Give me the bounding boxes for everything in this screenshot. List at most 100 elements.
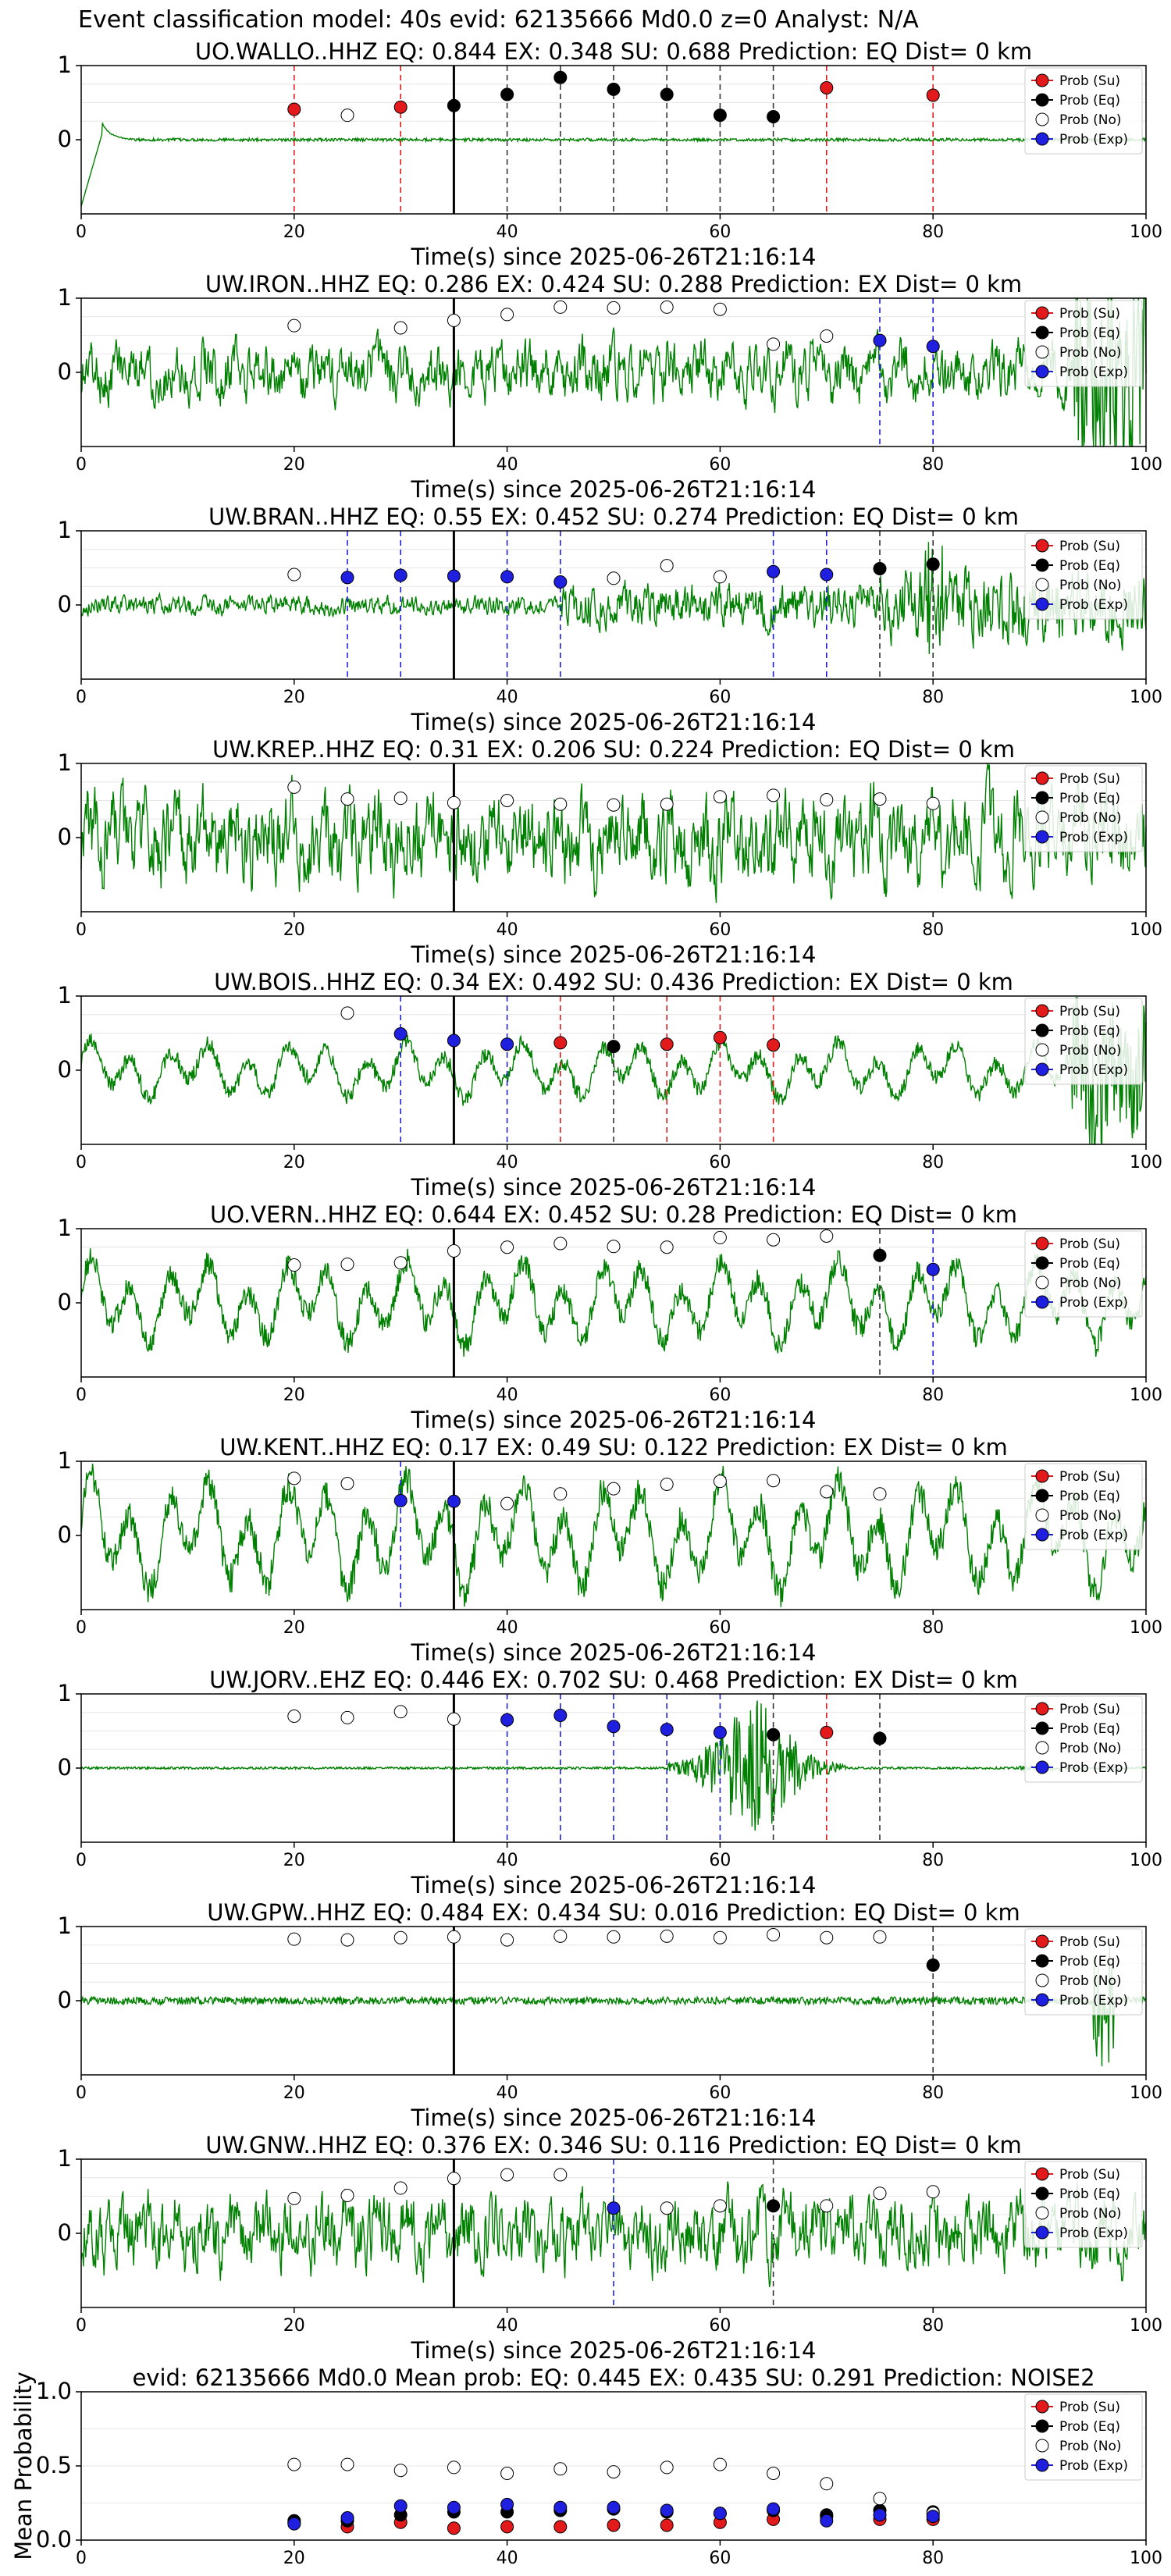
prob-point-no xyxy=(447,314,461,327)
seismic-trace xyxy=(80,1700,1147,1831)
x-tick-label: 80 xyxy=(922,1618,944,1638)
x-tick-label: 60 xyxy=(709,1153,731,1172)
mean-point-su xyxy=(607,2518,621,2532)
x-tick-label: 40 xyxy=(497,1618,518,1638)
legend-marker-eq xyxy=(1035,1023,1049,1037)
legend-frame xyxy=(1024,765,1143,852)
panel-3: UW.BRAN..HHZ EQ: 0.55 EX: 0.452 SU: 0.27… xyxy=(58,503,1162,735)
x-tick-label: 60 xyxy=(709,2316,731,2336)
prob-point-no xyxy=(713,570,727,584)
legend-frame xyxy=(1024,532,1143,620)
prob-point-su xyxy=(926,88,940,102)
mean-point-exp xyxy=(767,2502,781,2516)
x-tick-label: 0 xyxy=(76,2083,87,2103)
prob-point-eq xyxy=(767,110,781,124)
prob-point-eq xyxy=(873,561,887,575)
x-tick-label: 100 xyxy=(1130,688,1162,707)
legend-marker-su xyxy=(1035,1004,1049,1018)
legend: Prob (Su) Prob (Eq) Prob (No) Prob (Exp) xyxy=(1024,765,1143,852)
x-tick-label: 80 xyxy=(922,1851,944,1870)
prob-point-no xyxy=(607,571,621,585)
x-tick-label: 60 xyxy=(709,222,731,242)
prob-point-no xyxy=(713,1230,727,1244)
x-tick-label: 20 xyxy=(283,1851,305,1870)
panel-title: UW.IRON..HHZ EQ: 0.286 EX: 0.424 SU: 0.2… xyxy=(205,271,1022,297)
x-axis-label: Time(s) since 2025-06-26T21:16:14 xyxy=(411,1407,817,1433)
mean-point-exp xyxy=(820,2514,834,2528)
prob-point-eq xyxy=(553,70,568,84)
legend-marker-eq xyxy=(1035,2186,1049,2201)
prob-point-no xyxy=(873,1487,887,1501)
prob-point-no xyxy=(393,1705,408,1719)
legend: Prob (Su) Prob (Eq) Prob (No) Prob (Exp) xyxy=(1024,1463,1143,1550)
panel-9: UW.GPW..HHZ EQ: 0.484 EX: 0.434 SU: 0.01… xyxy=(58,1899,1162,2131)
x-tick-label: 20 xyxy=(283,688,305,707)
legend: Prob (Su) Prob (Eq) Prob (No) Prob (Exp) xyxy=(1024,532,1143,620)
x-tick-label: 20 xyxy=(283,1386,305,1405)
legend-marker-exp xyxy=(1035,830,1049,844)
legend-label: Prob (No) xyxy=(1059,2439,1122,2454)
x-tick-label: 40 xyxy=(497,1386,518,1405)
prob-point-no xyxy=(447,1244,461,1258)
x-tick-label: 60 xyxy=(709,455,731,475)
x-tick-label: 20 xyxy=(283,1618,305,1638)
prob-point-no xyxy=(820,1229,834,1243)
legend-marker-su xyxy=(1035,771,1049,785)
mean-point-su xyxy=(660,2518,674,2532)
prob-point-eq xyxy=(767,2199,781,2213)
legend-marker-no xyxy=(1035,1276,1049,1290)
prob-point-exp xyxy=(393,1026,408,1041)
prob-point-no xyxy=(607,1482,621,1496)
prob-point-no xyxy=(767,337,781,351)
prob-point-no xyxy=(447,795,461,809)
prob-point-exp xyxy=(500,1037,514,1051)
y-tick-label: 1 xyxy=(58,52,72,78)
mean-point-no xyxy=(287,2457,301,2471)
y-tick-label: 0 xyxy=(58,1987,72,2013)
prob-point-no xyxy=(340,1006,354,1020)
prob-point-no xyxy=(660,1477,674,1491)
legend-marker-su xyxy=(1035,539,1049,553)
y-tick-label: 1 xyxy=(58,1447,72,1474)
legend-marker-exp xyxy=(1035,1062,1049,1076)
mean-point-no xyxy=(393,2464,408,2478)
prob-point-exp xyxy=(660,1723,674,1737)
mean-point-no xyxy=(660,2460,674,2475)
prob-point-no xyxy=(287,1710,301,1723)
x-tick-label: 40 xyxy=(497,222,518,242)
prob-point-no xyxy=(767,1927,781,1941)
legend-marker-eq xyxy=(1035,93,1049,107)
mean-point-su xyxy=(447,2521,461,2535)
legend-label: Prob (Su) xyxy=(1059,771,1120,787)
x-tick-label: 80 xyxy=(922,1153,944,1172)
legend: Prob (Su) Prob (Eq) Prob (No) Prob (Exp) xyxy=(1024,998,1143,1085)
x-tick-label: 100 xyxy=(1130,1153,1162,1172)
prob-point-exp xyxy=(926,340,940,354)
panel-6: UO.VERN..HHZ EQ: 0.644 EX: 0.452 SU: 0.2… xyxy=(58,1201,1162,1433)
prob-point-no xyxy=(287,1932,301,1946)
mean-point-no xyxy=(820,2477,834,2491)
y-tick-label: 0 xyxy=(58,1521,72,1548)
legend-label: Prob (Su) xyxy=(1059,1934,1120,1950)
legend: Prob (Su) Prob (Eq) Prob (No) Prob (Exp) xyxy=(1024,2161,1143,2248)
legend-marker-no xyxy=(1035,810,1049,824)
prob-point-no xyxy=(340,1258,354,1272)
legend-label: Prob (Exp) xyxy=(1059,1062,1128,1078)
prob-point-no xyxy=(767,1474,781,1488)
seismic-trace xyxy=(80,1944,1147,2067)
legend-label: Prob (Eq) xyxy=(1059,2419,1120,2435)
legend-label: Prob (Eq) xyxy=(1059,558,1120,574)
seismic-trace xyxy=(80,763,1147,903)
prob-point-exp xyxy=(607,1720,621,1734)
x-tick-label: 40 xyxy=(497,1851,518,1870)
y-tick-label: 0 xyxy=(58,1289,72,1315)
prob-point-su xyxy=(713,1030,727,1044)
panel-11: evid: 62135666 Md0.0 Mean prob: EQ: 0.44… xyxy=(10,2364,1162,2568)
y-tick-label: 1 xyxy=(58,2145,72,2172)
panel-8: UW.JORV..EHZ EQ: 0.446 EX: 0.702 SU: 0.4… xyxy=(58,1667,1162,1898)
mean-point-exp xyxy=(553,2500,568,2514)
legend-marker-exp xyxy=(1035,1993,1049,2007)
mean-point-no xyxy=(767,2467,781,2480)
prob-point-no xyxy=(660,2201,674,2215)
prob-point-no xyxy=(287,780,301,794)
